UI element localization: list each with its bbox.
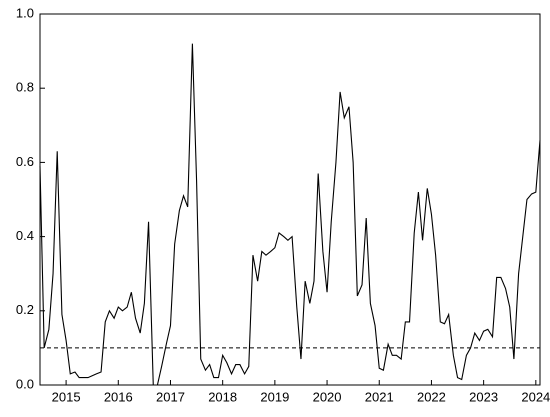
series-line [39, 43, 541, 386]
y-tick-label: 0.4 [16, 228, 34, 243]
x-tick-label: 2022 [417, 389, 446, 404]
plot-frame [39, 13, 541, 386]
x-tick-label: 2020 [313, 389, 342, 404]
y-tick-label: 1.0 [16, 5, 34, 20]
x-tick-label: 2015 [52, 389, 81, 404]
y-tick-label: 0.2 [16, 302, 34, 317]
x-tick-label: 2024 [521, 389, 550, 404]
y-tick-label: 0.6 [16, 154, 34, 169]
y-tick-label: 0.8 [16, 80, 34, 95]
y-tick-label: 0.0 [16, 376, 34, 391]
x-tick-label: 2017 [156, 389, 185, 404]
x-tick-label: 2021 [365, 389, 394, 404]
x-tick-label: 2018 [208, 389, 237, 404]
x-tick-label: 2016 [104, 389, 133, 404]
x-tick-label: 2019 [260, 389, 289, 404]
x-tick-label: 2023 [469, 389, 498, 404]
